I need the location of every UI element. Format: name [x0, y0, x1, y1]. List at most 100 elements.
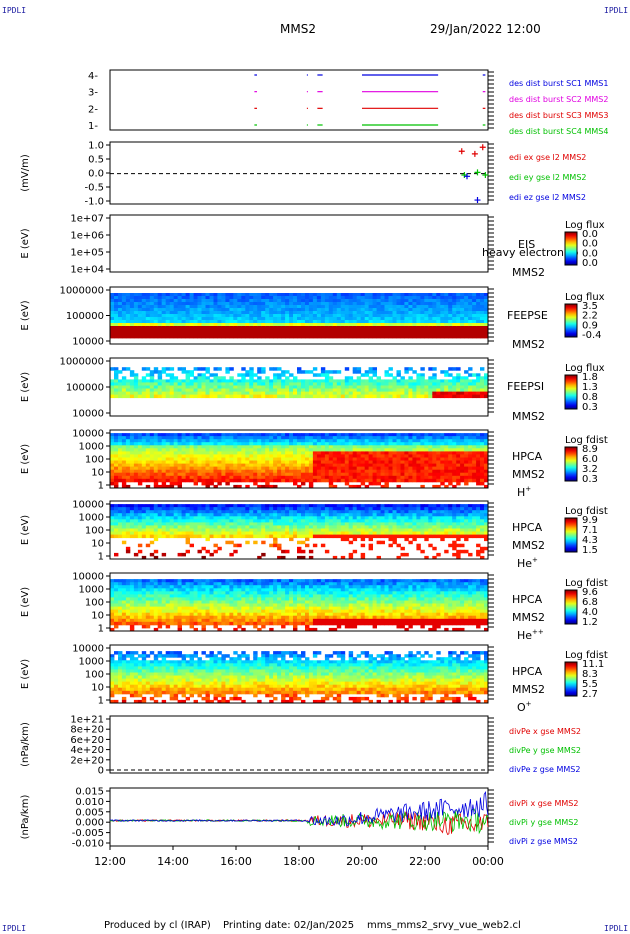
hpca_h-cell: [273, 439, 278, 443]
hpca_h-cell: [312, 457, 318, 461]
hpca_h-cell: [336, 466, 342, 471]
hpca_h-cell: [396, 475, 401, 480]
feepse-cell: [213, 323, 218, 327]
hpca_h-cell: [225, 442, 230, 446]
feepsi-cell: [324, 370, 330, 374]
feepsi-cell: [420, 382, 425, 386]
hpca_h-cell: [161, 469, 167, 474]
feepse-cell: [412, 317, 417, 321]
feepse-cell: [372, 305, 377, 309]
feepsi-cell: [129, 385, 135, 389]
feepse-cell: [460, 302, 465, 306]
hpca_h-cell: [476, 439, 481, 443]
hpca_he-cell: [233, 525, 238, 529]
feepse-cell: [157, 311, 163, 315]
feepsi-cell: [229, 388, 234, 392]
hpca_he-cell: [408, 540, 413, 545]
hpca_h-cell: [177, 433, 182, 437]
hpca_h-cell: [352, 466, 358, 471]
feepse-cell: [444, 311, 449, 315]
feepse-cell: [396, 296, 401, 300]
hpca_h-cell: [241, 475, 246, 480]
hpca_h-cell: [336, 448, 342, 452]
feepsi-cell: [480, 385, 485, 389]
feepsi-cell: [324, 376, 330, 380]
feepsi-cell: [181, 391, 186, 396]
hpca_h-cell: [261, 475, 266, 480]
feepse-cell: [352, 332, 358, 336]
hpca_he-cell: [289, 534, 294, 539]
hpca_h-cell: [125, 466, 131, 471]
feepse-cell: [213, 305, 218, 309]
hpca_he-cell: [412, 537, 417, 542]
feepse-cell: [388, 314, 393, 318]
hpca_h-cell: [348, 466, 354, 471]
hpca_h-cell: [400, 457, 405, 461]
feepse-cell: [360, 314, 366, 318]
feepse-cell: [448, 311, 453, 315]
feepse-cell: [265, 320, 270, 324]
hpca_he-cell: [245, 528, 250, 532]
feepsi-cell: [396, 391, 401, 396]
hpca_he-cell: [265, 519, 270, 523]
hpca_he-cell: [157, 516, 163, 520]
feepse-cell: [484, 308, 489, 312]
feepse-cell: [165, 308, 171, 312]
feepse-cell: [253, 308, 258, 312]
hpca_he-cell: [201, 513, 206, 517]
hpca_he-cell: [416, 522, 421, 526]
hpca_h-cell: [472, 475, 477, 480]
feepse-cell: [380, 329, 385, 333]
hpca_he-cell: [428, 534, 433, 539]
hpca_h-cell: [217, 481, 222, 486]
hpca_h-cell: [328, 448, 334, 452]
hpca_h-cell: [372, 448, 377, 452]
hpca_h-cell: [424, 445, 429, 449]
hpca_h-cell: [118, 448, 123, 452]
hpca_h-cell: [312, 478, 318, 483]
hpca_h-cell: [316, 433, 322, 437]
hpca_h-cell: [173, 481, 179, 486]
feepse-cell: [348, 335, 354, 339]
hpca_h-cell: [265, 478, 270, 483]
hpca_h-cell: [356, 472, 362, 477]
feepse-cell: [448, 323, 453, 327]
feepsi-cell: [241, 379, 246, 383]
feepse-cell: [316, 299, 322, 303]
hpca_h-cell: [114, 442, 119, 446]
feepse-cell: [372, 296, 377, 300]
feepsi-cell: [452, 391, 457, 396]
feepsi-cell: [476, 388, 481, 392]
hpca_he-cell: [141, 507, 147, 511]
hpca_he-cell: [269, 519, 274, 523]
hpca_h-cell: [285, 457, 290, 461]
hpca_h-cell: [464, 481, 469, 486]
feepse-cell: [448, 296, 453, 300]
feepsi-cell: [428, 388, 433, 392]
feepsi-cell: [316, 379, 322, 383]
feepse-cell: [476, 296, 481, 300]
feepse-cell: [436, 308, 441, 312]
hpca_he-cell: [181, 504, 186, 508]
hpca_h-cell: [125, 463, 131, 468]
feepsi-cell: [428, 382, 433, 386]
hpca_h-cell: [145, 433, 151, 437]
hpca_he-cell: [209, 513, 214, 517]
hpca_h-cell: [360, 478, 366, 483]
feepsi-cell: [125, 388, 131, 392]
hpca_he-cell: [273, 516, 278, 520]
hpca_h-cell: [392, 475, 397, 480]
feepse-cell: [229, 335, 234, 339]
hpca_h-cell: [261, 433, 266, 437]
hpca_h-cell: [161, 478, 167, 483]
hpca_h-cell: [472, 451, 477, 455]
feepse-cell: [257, 335, 262, 339]
hpca_h-cell: [110, 475, 115, 480]
hpca_h-cell: [257, 463, 262, 468]
hpca_he-cell: [177, 552, 182, 557]
feepse-cell: [308, 323, 314, 327]
feepse-cell: [114, 317, 119, 321]
feepsi-cell: [253, 391, 258, 396]
feepse-cell: [145, 311, 151, 315]
hpca_he-cell: [161, 528, 167, 532]
